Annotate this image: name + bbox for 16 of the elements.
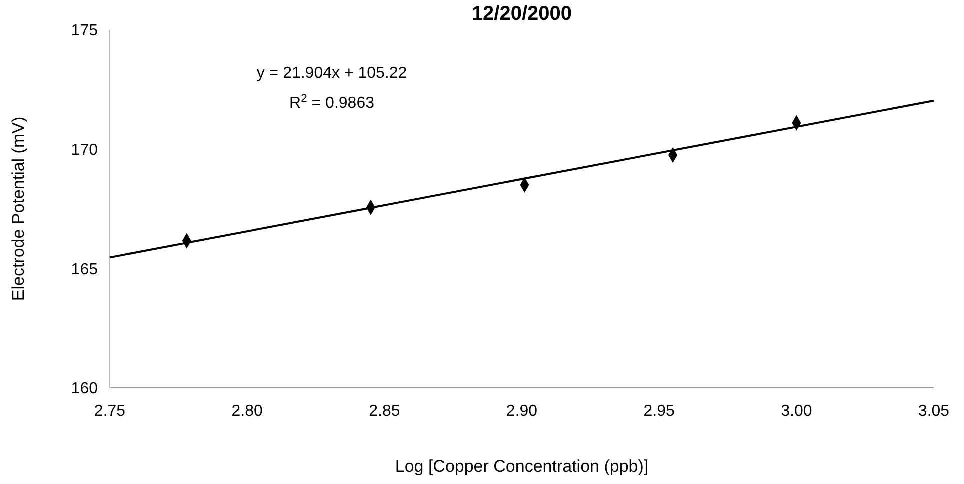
x-axis-title: Log [Copper Concentration (ppb)]	[395, 457, 649, 476]
x-tick-label: 2.90	[506, 403, 538, 420]
y-tick-label: 165	[71, 261, 98, 278]
y-tick-label: 175	[71, 22, 98, 40]
annotation: R$^{2}$ = 0.9863	[290, 93, 375, 112]
x-tick-label: 3.00	[781, 403, 812, 420]
annotation: y = 21.904x + 105.22	[256, 65, 408, 82]
chart-title: 12/20/2000	[472, 3, 572, 25]
x-tick-label: 3.05	[918, 403, 950, 420]
x-tick-label: 2.75	[94, 403, 126, 420]
x-tick-label: 2.80	[232, 403, 264, 420]
y-axis-title: Electrode Potential (mV)	[9, 116, 28, 302]
x-tick-label: 2.85	[369, 403, 400, 420]
x-tick-label: 2.95	[644, 403, 676, 420]
y-tick-label: 170	[71, 142, 98, 159]
y-tick-label: 160	[71, 380, 98, 398]
